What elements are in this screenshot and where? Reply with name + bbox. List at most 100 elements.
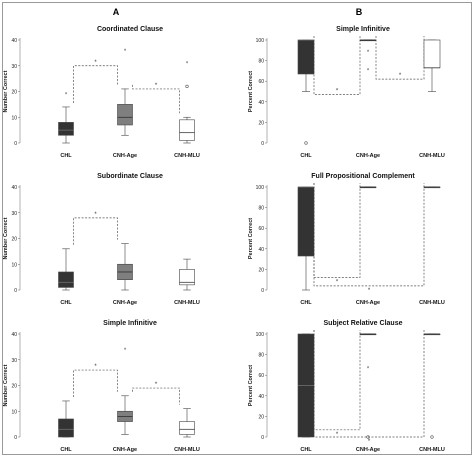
- significance-marker: *: [399, 73, 402, 79]
- significance-bracket: [313, 330, 361, 431]
- box-cnh-mlu: [179, 421, 195, 435]
- x-category-label: CHL: [60, 153, 72, 159]
- box-chl: [58, 122, 74, 136]
- x-category-label: CNH-Age: [113, 447, 137, 453]
- x-category-label: CHL: [300, 300, 312, 306]
- extreme-point: *: [367, 366, 370, 372]
- significance-marker: *: [336, 280, 339, 286]
- y-axis-label: Number Correct: [3, 364, 9, 406]
- x-category-label: CNH-Age: [113, 153, 137, 159]
- significance-bracket: [132, 387, 180, 405]
- y-tick-label: 100: [256, 332, 265, 338]
- y-axis-label: Percent Correct: [248, 365, 254, 406]
- panel-title: Coordinated Clause: [97, 26, 163, 33]
- significance-marker: *: [155, 382, 158, 388]
- extreme-point: *: [186, 62, 189, 68]
- y-tick-label: 60: [258, 373, 264, 379]
- column-label-b: B: [356, 7, 363, 17]
- panel-a2: Subordinate Clause Number Correct 0 10 20 30 4…: [3, 173, 200, 306]
- y-tick-label: 20: [258, 267, 264, 273]
- y-axis-label: Number Correct: [3, 70, 9, 112]
- significance-marker: *: [94, 212, 97, 218]
- y-tick-label: 20: [11, 384, 17, 390]
- significance-bracket: [313, 330, 425, 438]
- column-label-a: A: [113, 7, 120, 17]
- significance-marker: *: [368, 439, 371, 445]
- x-category-label: CHL: [300, 447, 312, 453]
- x-category-label: CHL: [60, 300, 72, 306]
- y-axis-label: Percent Correct: [248, 71, 254, 112]
- y-tick-label: 80: [258, 353, 264, 359]
- box-cnh-mlu: [179, 119, 195, 141]
- x-category-label: CHL: [300, 153, 312, 159]
- y-axis-label: Percent Correct: [248, 218, 254, 259]
- y-tick-label: 80: [258, 206, 264, 212]
- panel-a1: Coordinated Clause Number Correct 0 10 20 30 4…: [3, 26, 200, 159]
- y-tick-label: 0: [261, 435, 264, 441]
- y-tick-label: 0: [14, 435, 17, 441]
- x-category-label: CNH-MLU: [174, 153, 200, 159]
- extreme-point: *: [124, 348, 127, 354]
- x-category-label: CNH-MLU: [174, 447, 200, 453]
- x-category-label: CNH-Age: [356, 153, 380, 159]
- significance-marker: *: [368, 288, 371, 294]
- extreme-point: *: [367, 68, 370, 74]
- y-tick-label: 10: [11, 262, 17, 268]
- y-tick-label: 20: [11, 237, 17, 243]
- y-tick-label: 10: [11, 115, 17, 121]
- x-category-label: CNH-MLU: [419, 300, 445, 306]
- outlier-point: [430, 435, 434, 439]
- x-category-label: CNH-Age: [113, 300, 137, 306]
- box-cnh-age: [117, 104, 133, 126]
- outlier-point: [185, 84, 189, 88]
- significance-marker: *: [94, 364, 97, 370]
- y-tick-label: 40: [11, 38, 17, 44]
- panel-title: Subject Relative Clause: [324, 320, 403, 327]
- extreme-point: *: [65, 93, 68, 99]
- y-tick-label: 0: [14, 288, 17, 294]
- extreme-point: *: [124, 49, 127, 55]
- significance-marker: *: [336, 89, 339, 95]
- panel-a3: Simple Infinitive Number Correct 0 10 20 30 40…: [3, 320, 200, 453]
- y-tick-label: 60: [258, 79, 264, 85]
- significance-bracket: [132, 84, 180, 114]
- y-tick-label: 30: [11, 211, 17, 217]
- panel-b3: Subject Relative Clause Percent Correct 0 2…: [248, 320, 445, 453]
- significance-marker: *: [336, 432, 339, 438]
- y-tick-label: 0: [261, 288, 264, 294]
- y-tick-label: 30: [11, 358, 17, 364]
- x-category-label: CNH-Age: [356, 300, 380, 306]
- x-category-label: CNH-Age: [356, 447, 380, 453]
- outlier-point: [304, 141, 308, 145]
- x-category-label: CNH-MLU: [174, 300, 200, 306]
- significance-bracket: [313, 36, 361, 95]
- y-tick-label: 100: [256, 38, 265, 44]
- y-tick-label: 40: [258, 394, 264, 400]
- panel-b1: Simple Infinitive Percent Correct 0 20 40 60 8…: [248, 26, 445, 159]
- panel-b2: Full Propositional Complement Percent Cor…: [248, 173, 445, 306]
- box-chl: [297, 39, 315, 75]
- significance-bracket: [313, 183, 425, 287]
- y-axis-label: Number Correct: [3, 217, 9, 259]
- extreme-point: *: [367, 50, 370, 56]
- panel-title: Simple Infinitive: [336, 26, 390, 33]
- x-category-label: CNH-MLU: [419, 447, 445, 453]
- y-tick-label: 0: [14, 141, 17, 147]
- y-tick-label: 20: [11, 90, 17, 96]
- panel-title: Simple Infinitive: [103, 320, 157, 327]
- y-tick-label: 40: [258, 100, 264, 106]
- x-category-label: CNH-MLU: [419, 153, 445, 159]
- y-tick-label: 40: [258, 247, 264, 253]
- y-tick-label: 80: [258, 59, 264, 65]
- box-cnh-mlu: [179, 269, 195, 286]
- panel-title: Full Propositional Complement: [311, 173, 415, 180]
- significance-bracket: [73, 217, 118, 245]
- box-chl: [58, 418, 74, 438]
- y-tick-label: 0: [261, 141, 264, 147]
- y-tick-label: 20: [258, 414, 264, 420]
- panel-title: Subordinate Clause: [97, 173, 163, 180]
- y-tick-label: 40: [11, 332, 17, 338]
- significance-marker: *: [155, 83, 158, 89]
